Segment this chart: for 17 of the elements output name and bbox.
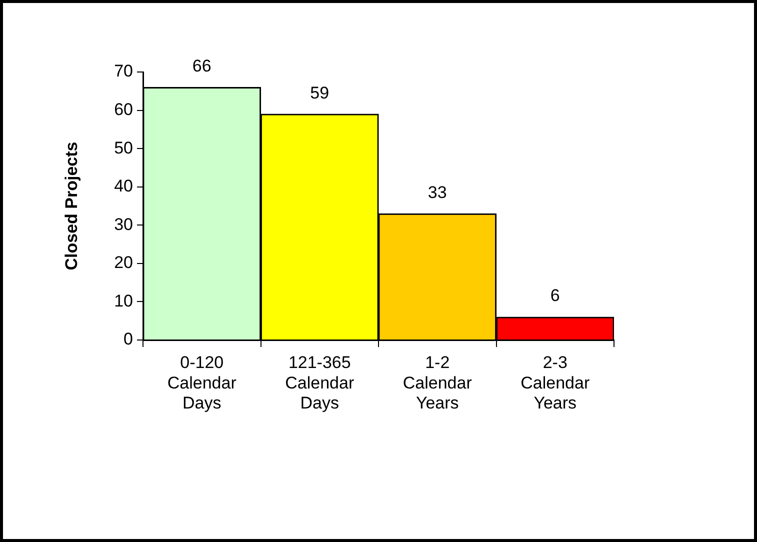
data-label: 59 bbox=[310, 83, 330, 102]
y-axis-title: Closed Projects bbox=[62, 142, 81, 270]
y-tick-label: 10 bbox=[114, 291, 133, 310]
data-label: 66 bbox=[192, 56, 212, 76]
y-tick-label: 70 bbox=[114, 62, 133, 81]
x-tick-label: 2-3 Calendar Years bbox=[520, 352, 590, 413]
x-tick-label: 121-365 Calendar Days bbox=[285, 352, 354, 413]
y-tick-label: 0 bbox=[124, 330, 133, 349]
y-tick-label: 60 bbox=[114, 100, 133, 119]
x-tick-label: 0-120 Calendar Days bbox=[167, 352, 237, 413]
y-tick-label: 50 bbox=[114, 138, 133, 158]
data-label: 6 bbox=[550, 286, 560, 306]
y-tick-label: 20 bbox=[114, 253, 133, 272]
y-tick-label: 40 bbox=[114, 176, 133, 196]
data-label: 33 bbox=[428, 182, 447, 202]
x-tick-label: 1-2 Calendar Years bbox=[402, 352, 472, 413]
y-tick-label: 30 bbox=[114, 214, 133, 234]
